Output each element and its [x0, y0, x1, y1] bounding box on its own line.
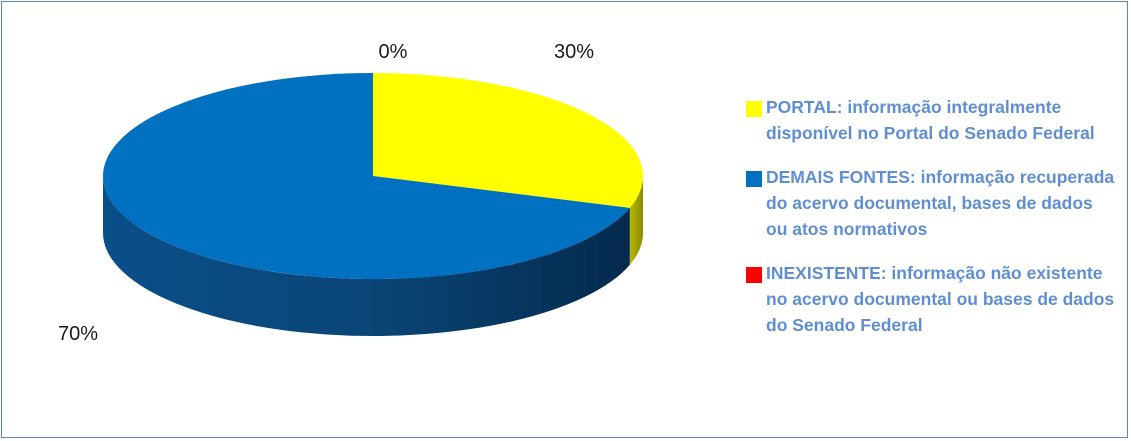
pie-slice-demais-fontes [103, 73, 630, 279]
legend-swatch-inexistente [746, 267, 762, 283]
pie-label-portal: 30% [554, 41, 594, 63]
chart-legend: PORTAL: informação integralmente disponí… [746, 94, 1116, 338]
legend-item-portal: PORTAL: informação integralmente disponí… [746, 94, 1116, 146]
legend-item-inexistente: INEXISTENTE: informação não existente no… [746, 260, 1116, 338]
legend-label-portal: PORTAL: informação integralmente disponí… [766, 97, 1095, 143]
pie-side-demais-fontes [102, 176, 630, 337]
legend-swatch-portal [746, 101, 762, 117]
pie-side-portal [629, 176, 644, 265]
legend-swatch-demais-fontes [746, 171, 762, 187]
legend-label-demais-fontes: DEMAIS FONTES: informação recuperada do … [766, 167, 1115, 239]
legend-item-demais-fontes: DEMAIS FONTES: informação recuperada do … [746, 164, 1116, 242]
pie-slice-portal [373, 73, 644, 208]
pie-label-demais-fontes: 70% [58, 323, 98, 345]
pie-label-inexistente: 0% [379, 41, 408, 63]
legend-label-inexistente: INEXISTENTE: informação não existente no… [766, 263, 1115, 335]
pie-slices-group [102, 73, 644, 337]
